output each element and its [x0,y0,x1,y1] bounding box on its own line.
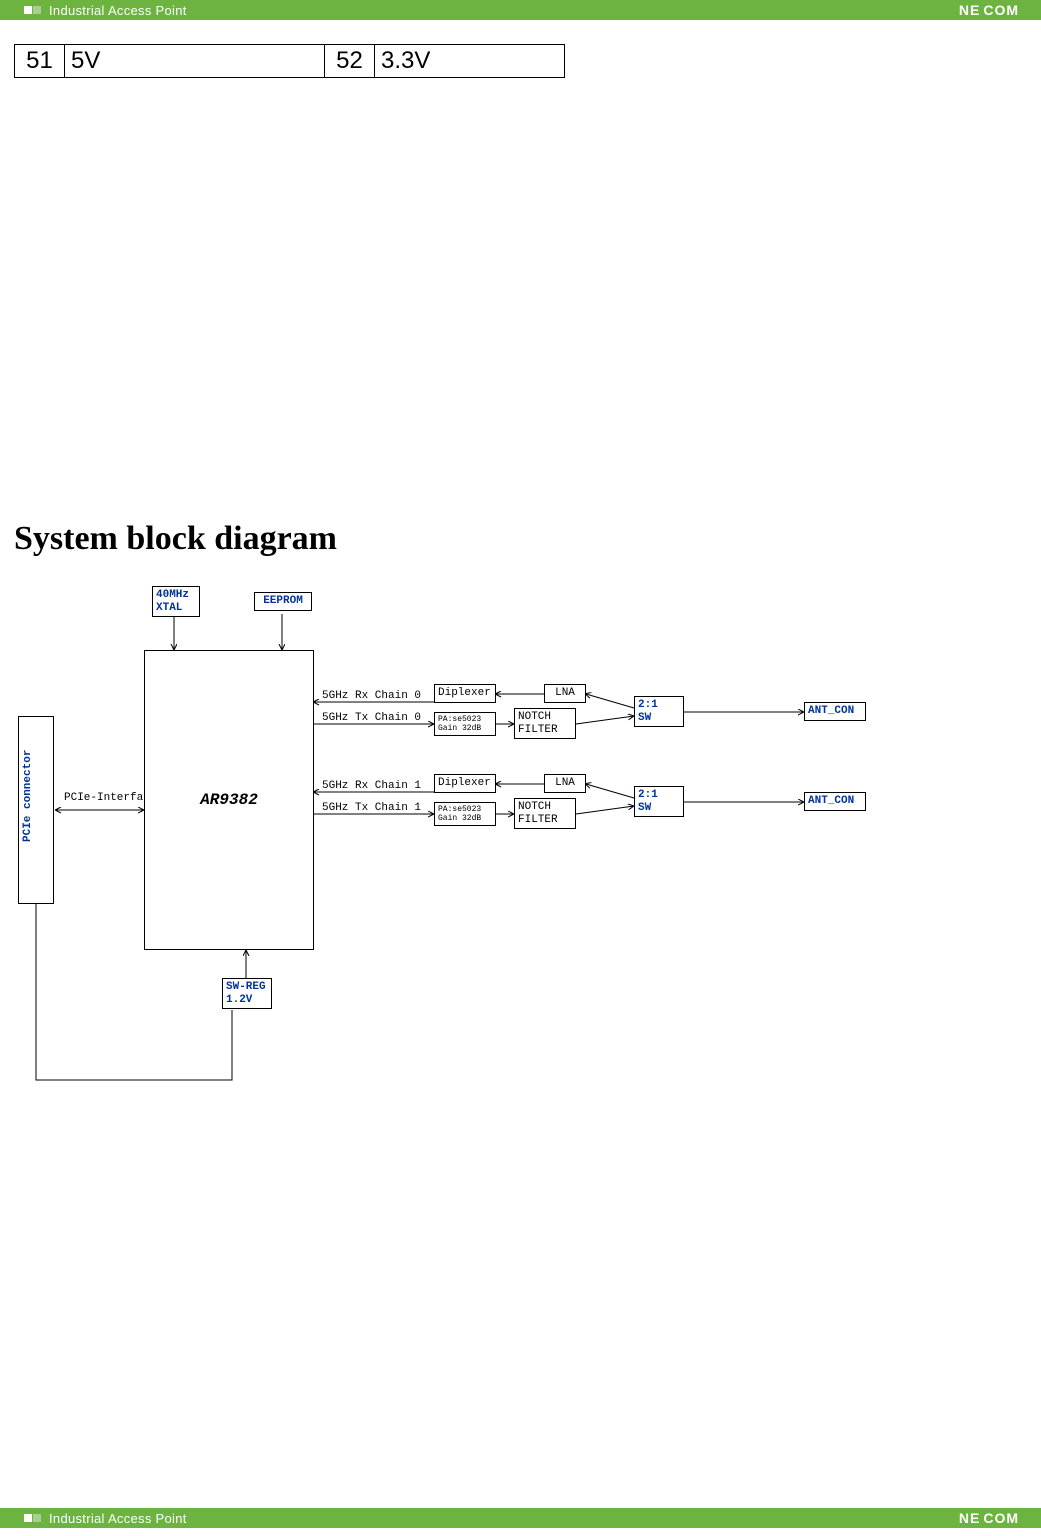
swreg-line2: 1.2V [226,994,252,1006]
pin-table: 51 5V 52 3.3V [14,44,565,78]
xtal-line2: XTAL [156,602,182,614]
footer-brand-logo: NE COM [959,1508,1019,1528]
ant0-block: ANT_CON [804,702,866,721]
chip-block: AR9382 [144,650,314,950]
notch1-block: NOTCH FILTER [514,798,576,829]
pa1-line2: Gain 32dB [438,814,481,823]
sw1-line1: 2:1 [638,789,658,801]
brand-logo: NE COM [959,0,1019,20]
pa1-block: PA:se5023 Gain 32dB [434,802,496,826]
footer-bar: Industrial Access Point NE COM [0,1508,1041,1528]
xtal-block: 40MHz XTAL [152,586,200,617]
swreg-line1: SW-REG [226,981,266,993]
table-row: 51 5V 52 3.3V [15,45,565,78]
pa1-line1: PA:se5023 [438,805,481,814]
diplexer0-block: Diplexer [434,684,496,703]
rx0-label: 5GHz Rx Chain 0 [322,690,421,702]
diplexer1-block: Diplexer [434,774,496,793]
sw1-line2: SW [638,802,651,814]
tx0-label: 5GHz Tx Chain 0 [322,712,421,724]
block-diagram: PCIe connector PCIe-Interface AR9382 40M… [14,580,914,1140]
sw0-line1: 2:1 [638,699,658,711]
cell-pin-51: 51 [15,45,65,78]
pa0-line1: PA:se5023 [438,715,481,724]
notch1-line2: FILTER [518,814,558,826]
footer-brand-left: NE [959,1510,980,1526]
sw1-block: 2:1 SW [634,786,684,817]
cell-pin-52: 52 [325,45,375,78]
pcie-connector-block: PCIe connector [18,716,54,904]
ant1-block: ANT_CON [804,792,866,811]
brand-left: NE [959,2,980,18]
notch0-line1: NOTCH [518,711,551,723]
lna0-block: LNA [544,684,586,703]
tx1-label: 5GHz Tx Chain 1 [322,802,421,814]
notch1-line1: NOTCH [518,801,551,813]
footer-title: Industrial Access Point [49,1511,187,1526]
notch0-line2: FILTER [518,724,558,736]
header-bar: Industrial Access Point NE COM [0,0,1041,20]
sw0-block: 2:1 SW [634,696,684,727]
header-squares-icon [24,6,41,14]
header-title: Industrial Access Point [49,3,187,18]
xtal-line1: 40MHz [156,589,189,601]
swreg-block: SW-REG 1.2V [222,978,272,1009]
cell-val-52: 3.3V [375,45,565,78]
brand-right: COM [983,2,1019,18]
pcie-interface-label: PCIe-Interface [64,792,156,804]
notch0-block: NOTCH FILTER [514,708,576,739]
footer-brand-right: COM [983,1510,1019,1526]
cell-val-51: 5V [65,45,325,78]
eeprom-block: EEPROM [254,592,312,611]
lna1-block: LNA [544,774,586,793]
footer-squares-icon [24,1514,41,1522]
section-heading: System block diagram [14,520,337,558]
sw0-line2: SW [638,712,651,724]
rx1-label: 5GHz Rx Chain 1 [322,780,421,792]
pa0-line2: Gain 32dB [438,724,481,733]
pa0-block: PA:se5023 Gain 32dB [434,712,496,736]
